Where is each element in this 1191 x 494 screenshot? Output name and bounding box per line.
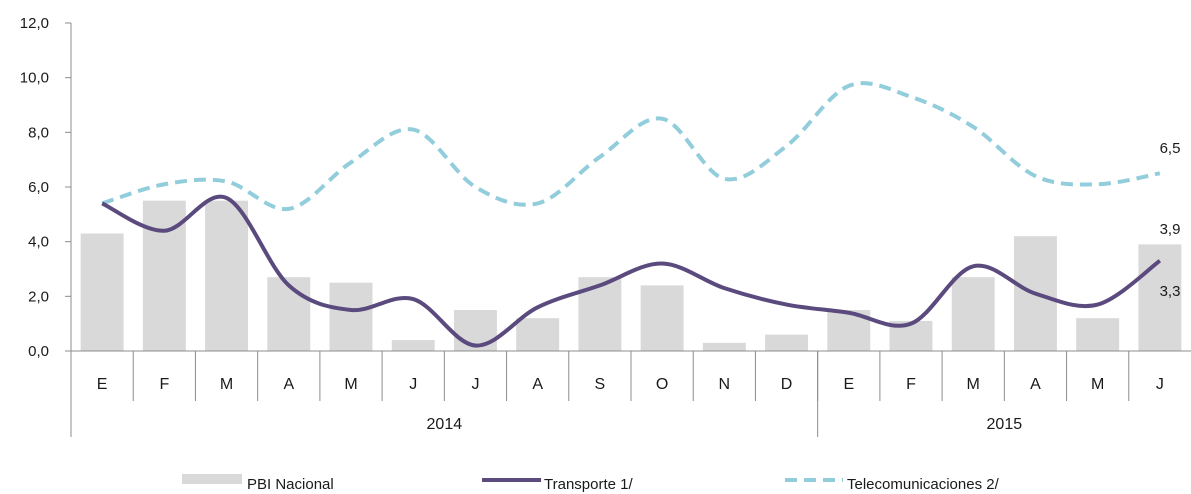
x-tick-label: M <box>1091 376 1104 393</box>
legend-label-transporte: Transporte 1/ <box>544 476 633 493</box>
bar-pbi <box>765 334 809 351</box>
bar-pbi <box>640 285 684 351</box>
y-tick-label: 6,0 <box>28 179 49 196</box>
x-axis-years: 2014 2015 <box>427 351 1023 437</box>
legend-label-telecom: Telecomunicaciones 2/ <box>847 476 1000 493</box>
x-tick-label: S <box>595 376 606 393</box>
bar-pbi <box>951 277 995 351</box>
legend: PBI Nacional Transporte 1/ Telecomunicac… <box>182 474 1000 493</box>
legend-label-pbi: PBI Nacional <box>247 476 334 493</box>
bars-pbi-nacional <box>80 200 1182 351</box>
y-tick-label: 4,0 <box>28 234 49 251</box>
year-label: 2014 <box>427 416 463 433</box>
bar-pbi <box>205 200 249 351</box>
end-label-transporte: 3,3 <box>1160 283 1181 300</box>
y-tick-label: 12,0 <box>20 15 49 32</box>
x-tick-label: A <box>532 376 543 393</box>
legend-swatch-pbi <box>182 474 242 484</box>
x-tick-label: J <box>409 376 417 393</box>
year-label: 2015 <box>987 416 1023 433</box>
bar-pbi <box>516 318 560 351</box>
x-tick-label: F <box>159 376 169 393</box>
end-label-pbi: 3,9 <box>1160 221 1181 238</box>
bar-pbi <box>391 340 435 351</box>
line-telecomunicaciones <box>101 81 1161 211</box>
x-tick-label: M <box>220 376 233 393</box>
x-tick-label: A <box>283 376 294 393</box>
y-tick-label: 2,0 <box>28 288 49 305</box>
x-tick-label: D <box>781 376 793 393</box>
y-tick-label: 0,0 <box>28 343 49 360</box>
y-tick-label: 8,0 <box>28 124 49 141</box>
x-tick-label: A <box>1030 376 1041 393</box>
x-tick-label: E <box>97 376 108 393</box>
x-tick-label: J <box>471 376 479 393</box>
x-tick-label: J <box>1156 376 1164 393</box>
x-tick-label: F <box>906 376 916 393</box>
end-label-telecom: 6,5 <box>1160 140 1181 157</box>
bar-pbi <box>329 282 373 351</box>
bar-pbi <box>702 342 746 351</box>
bar-pbi <box>1076 318 1120 351</box>
x-tick-label: E <box>843 376 854 393</box>
bar-pbi <box>80 233 124 351</box>
x-tick-label: O <box>656 376 668 393</box>
x-tick-label: M <box>344 376 357 393</box>
x-tick-label: M <box>967 376 980 393</box>
y-tick-label: 10,0 <box>20 70 49 87</box>
x-tick-label: N <box>719 376 731 393</box>
line-transporte <box>101 194 1162 348</box>
bar-pbi <box>267 277 311 351</box>
y-axis-ticks: 0,0 2,0 4,0 6,0 8,0 10,0 12,0 <box>20 15 71 360</box>
